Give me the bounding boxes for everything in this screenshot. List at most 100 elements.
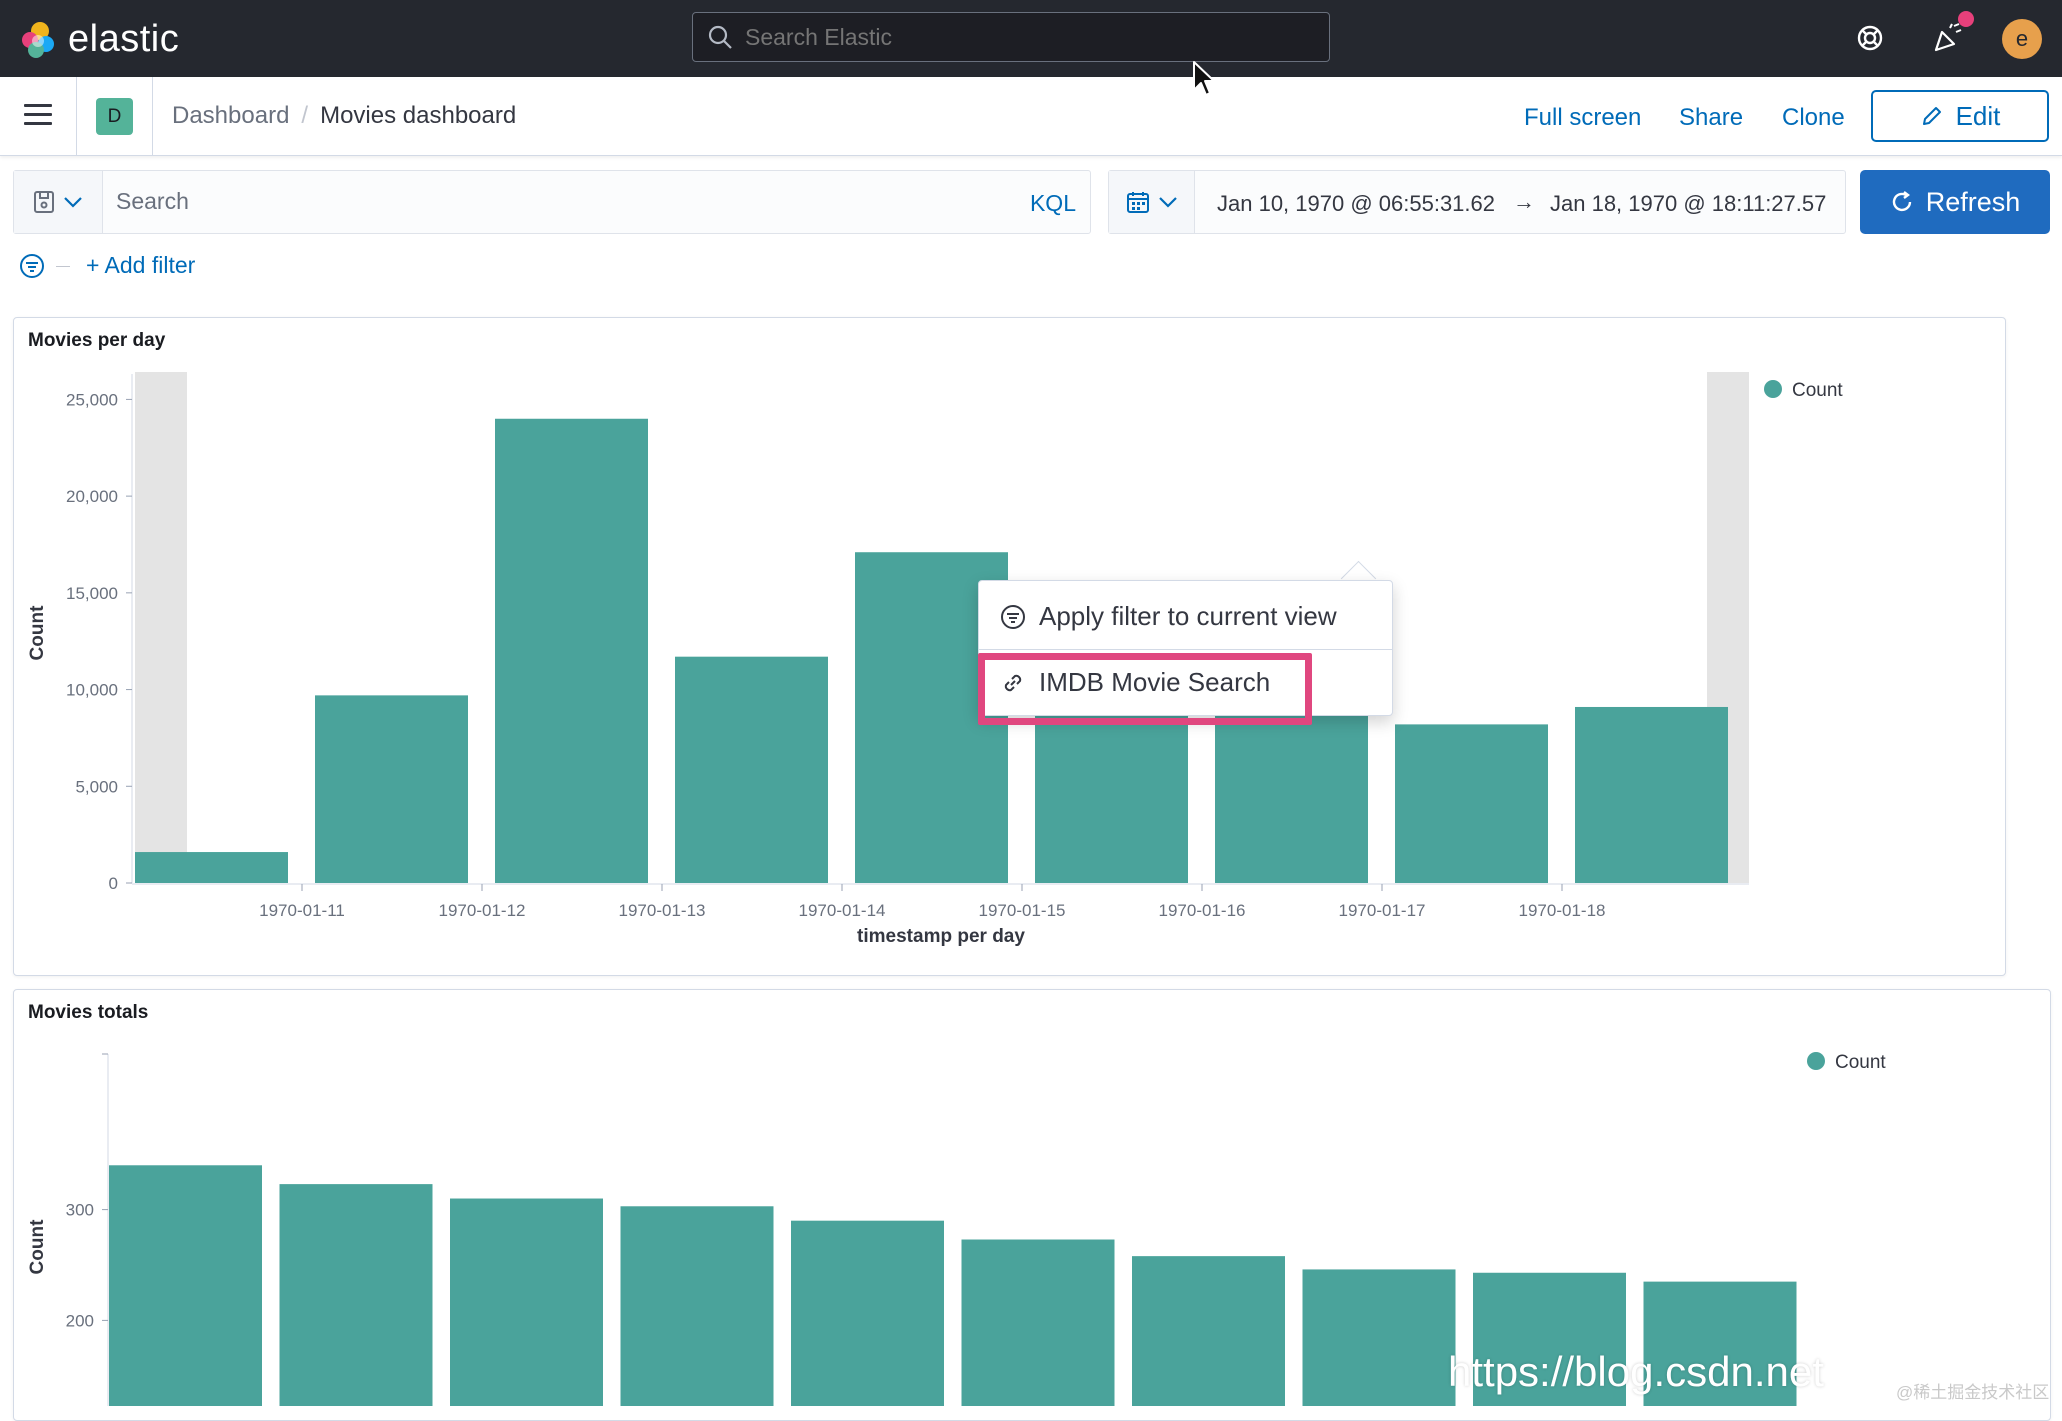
refresh-icon [1892, 191, 1911, 212]
header-divider [76, 77, 77, 155]
query-bar: KQL [13, 170, 1091, 234]
imdb-movie-search-label: IMDB Movie Search [1039, 667, 1271, 697]
filter-menu-icon[interactable] [18, 252, 46, 280]
pencil-icon [1922, 107, 1941, 125]
bar-8 [1302, 1269, 1456, 1406]
mouse-cursor-icon [1193, 61, 1215, 96]
y-tick-label: 15,000 [66, 584, 118, 603]
breadcrumb-current: Movies dashboard [320, 102, 517, 129]
bar-3 [450, 1198, 603, 1406]
bar-1970-01-10 [135, 852, 288, 883]
help-icon[interactable] [1852, 20, 1888, 56]
watermark-url: https://blog.csdn.net [1448, 1348, 1824, 1395]
apply-filter-label: Apply filter to current view [1039, 601, 1337, 631]
filter-icon [1001, 604, 1025, 629]
chart-context-menu: Apply filter to current view IMDB Movie … [978, 580, 1393, 716]
elastic-logo[interactable]: elastic [18, 18, 179, 61]
y-axis-label: Count [27, 1219, 48, 1275]
y-tick-label: 300 [66, 1201, 94, 1220]
legend-swatch [1807, 1052, 1825, 1070]
x-tick-label: 1970-01-13 [619, 901, 706, 920]
app-header [0, 77, 2062, 156]
y-tick-label: 0 [109, 874, 118, 893]
arrow-right-icon: → [1513, 189, 1535, 214]
global-search-input[interactable] [743, 22, 1307, 52]
bar-1970-01-18 [1575, 706, 1728, 883]
elastic-logo-icon [22, 21, 54, 58]
add-filter-button[interactable]: + Add filter [86, 252, 196, 278]
start-date-button[interactable]: Jan 10, 1970 @ 06:55:31.62 [1217, 191, 1495, 216]
legend-swatch [1764, 380, 1782, 398]
newsfeed-icon[interactable] [1930, 20, 1966, 56]
user-avatar[interactable]: e [2002, 19, 2042, 59]
bar-9 [1473, 1272, 1626, 1406]
chevron-down-icon [64, 197, 82, 208]
brand-name: elastic [68, 18, 180, 60]
x-tick-label: 1970-01-17 [1339, 901, 1426, 920]
bar-5 [791, 1220, 944, 1406]
bar-10 [1643, 1281, 1797, 1406]
bar-6 [961, 1239, 1115, 1406]
calendar-icon [1126, 192, 1149, 213]
filter-bar [18, 252, 70, 280]
menu-toggle-button[interactable] [24, 104, 52, 126]
end-date-button[interactable]: Jan 18, 1970 @ 18:11:27.57 [1550, 191, 1827, 216]
bar-1 [109, 1165, 262, 1406]
y-tick-label: 200 [66, 1311, 94, 1330]
y-tick-label: 20,000 [66, 487, 118, 506]
global-search[interactable] [692, 12, 1330, 62]
x-tick-label: 1970-01-15 [979, 901, 1066, 920]
y-axis-label: Count [27, 605, 48, 661]
imdb-movie-search-menu-item[interactable]: IMDB Movie Search [999, 667, 1270, 698]
edit-button[interactable]: Edit [1871, 90, 2049, 142]
bar-1970-01-17 [1395, 724, 1548, 883]
legend-label: Count [1792, 380, 1843, 401]
panel-title: Movies totals [28, 1002, 149, 1023]
movies-totals-chart: 100200300CountCount [27, 1052, 1886, 1406]
apply-filter-menu-item[interactable]: Apply filter to current view [999, 601, 1337, 632]
bar-1970-01-16 [1215, 712, 1368, 883]
x-tick-label: 1970-01-11 [259, 901, 345, 920]
header-divider [152, 77, 153, 155]
bar-2 [279, 1184, 433, 1406]
highlight-box [978, 653, 1312, 725]
x-tick-label: 1970-01-16 [1159, 901, 1246, 920]
out-of-range-area [135, 372, 187, 883]
x-axis-label: timestamp per day [857, 926, 1025, 947]
x-tick-label: 1970-01-18 [1519, 901, 1606, 920]
bar-7 [1132, 1256, 1285, 1406]
y-tick-label: 10,000 [66, 681, 118, 700]
clone-button[interactable]: Clone [1782, 104, 1845, 131]
breadcrumb-dashboard[interactable]: Dashboard [172, 102, 290, 129]
space-avatar[interactable]: D [96, 98, 133, 135]
global-header: elastic e [0, 0, 2062, 77]
refresh-label: Refresh [1925, 186, 2021, 217]
bar-1970-01-11 [315, 695, 468, 883]
link-icon [1004, 674, 1022, 691]
watermark-text: @稀土掘金技术社区 [1896, 1383, 2050, 1402]
filter-separator [56, 265, 70, 267]
legend-label: Count [1835, 1052, 1886, 1073]
save-icon [34, 191, 54, 213]
chevron-down-icon [1158, 197, 1177, 208]
quick-date-menu-button[interactable] [1109, 171, 1195, 233]
share-button[interactable]: Share [1679, 104, 1744, 131]
edit-label: Edit [1955, 100, 2001, 131]
x-tick-label: 1970-01-12 [439, 901, 526, 920]
saved-query-button[interactable] [14, 171, 103, 233]
bar-4 [620, 1206, 774, 1406]
date-picker: Jan 10, 1970 @ 06:55:31.62 → Jan 18, 197… [1108, 170, 1846, 234]
kql-toggle[interactable]: KQL [1029, 190, 1076, 216]
notification-dot [1958, 11, 1974, 27]
full-screen-button[interactable]: Full screen [1524, 104, 1642, 131]
y-tick-label: 5,000 [75, 777, 118, 796]
bar-1970-01-15 [1035, 712, 1188, 883]
panel-title: Movies per day [28, 330, 166, 351]
refresh-button[interactable]: Refresh [1860, 170, 2050, 234]
x-tick-label: 1970-01-14 [799, 901, 886, 920]
query-input[interactable] [114, 187, 968, 216]
menu-divider [979, 649, 1392, 650]
breadcrumb-separator: / [301, 102, 309, 129]
search-icon [708, 25, 732, 49]
y-tick-label: 25,000 [66, 390, 118, 409]
